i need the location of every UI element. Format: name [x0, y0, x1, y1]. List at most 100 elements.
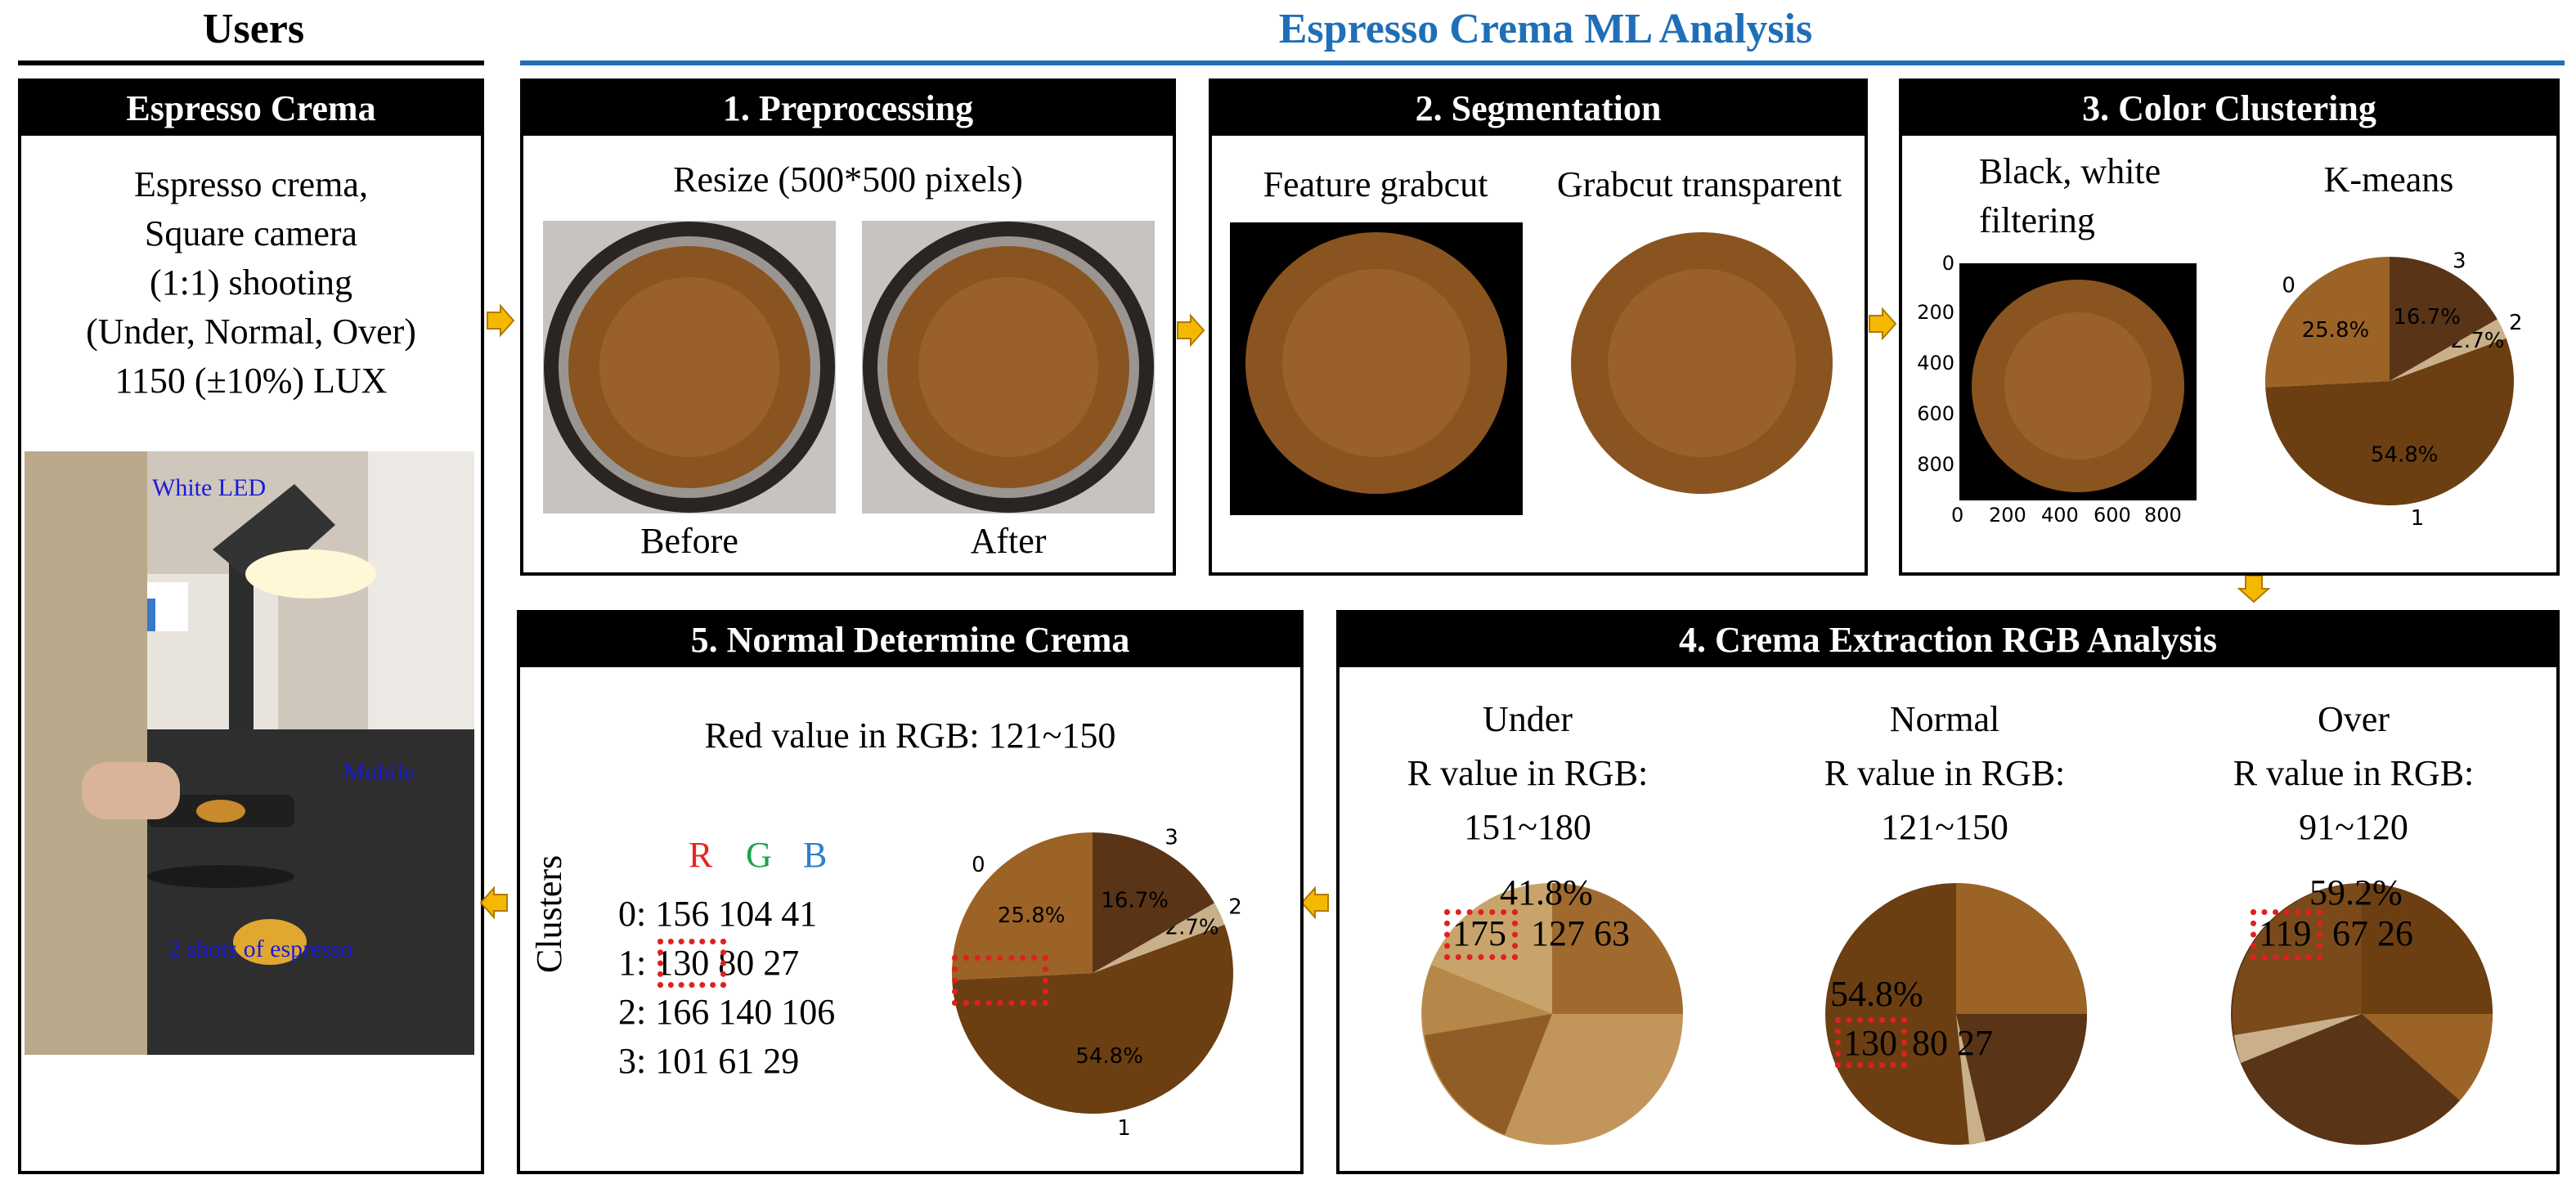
clustering-title: 3. Color Clustering: [1902, 82, 2556, 136]
pie-category-label-2: 2: [2509, 311, 2523, 335]
y-tick-0: 0: [1941, 252, 1954, 275]
over-pct: 59.2%: [2309, 872, 2403, 913]
pie-slice-3: [2390, 257, 2497, 381]
x-tick-3: 600: [2094, 504, 2131, 527]
users-header-rule: [18, 61, 484, 65]
users-line-2: Square camera: [144, 213, 358, 253]
after-image: [862, 221, 1155, 514]
shots-label: 2 shots of espresso: [168, 935, 353, 962]
users-line-1: Espresso crema,: [134, 164, 368, 204]
ml-header-rule: [520, 61, 2565, 65]
cluster-row-2: 2: 166 140 106: [618, 992, 836, 1032]
rgb-analysis-title: 4. Crema Extraction RGB Analysis: [1340, 613, 2556, 667]
x-tick-0: 0: [1951, 504, 1964, 527]
pie-slice-3: [1093, 832, 1215, 973]
filter-label-line-2: filtering: [1979, 200, 2095, 240]
pie-slice-0: [952, 832, 1093, 980]
normal-line1: R value in RGB:: [1824, 753, 2066, 793]
kmeans-pie-chart: 25.8%054.8%12.7%216.7%3: [2265, 249, 2523, 531]
users-header: Users: [202, 6, 305, 52]
clusters-axis-label: Clusters: [529, 854, 569, 973]
y-tick-4: 800: [1917, 453, 1954, 476]
users-line-3: (1:1) shooting: [149, 262, 353, 303]
pie-category-label-0: 0: [2282, 274, 2296, 298]
pie-slice-2: [2390, 319, 2506, 381]
after-label: After: [970, 521, 1047, 561]
arrow-right-2-icon: [1177, 314, 1205, 347]
over-range: 91~120: [2299, 807, 2408, 847]
red-value-line: Red value in RGB: 121~150: [704, 715, 1116, 756]
arrow-left-2-icon: [479, 886, 508, 919]
preprocessing-panel: 1. Preprocessing Resize (500*500 pixels)…: [520, 78, 1176, 576]
normal-pct: 54.8%: [1830, 974, 1923, 1014]
pie-category-label-2: 2: [1228, 895, 1242, 920]
preprocessing-title: 1. Preprocessing: [523, 82, 1173, 136]
normal-pie: [1825, 883, 2087, 1145]
over-rgb-r: 119: [2259, 913, 2312, 953]
x-tick-4: 800: [2144, 504, 2182, 527]
pie-slice-2: [1093, 903, 1225, 973]
arrow-down-icon: [2237, 575, 2270, 603]
over-pie: [2231, 883, 2493, 1145]
before-image: [543, 221, 836, 514]
determine-pie-chart: 25.8%054.8%12.7%216.7%3: [952, 825, 1242, 1141]
pie-pct-label-3: 16.7%: [2393, 305, 2461, 330]
pie-slice-1: [952, 924, 1233, 1114]
pie-category-label-3: 3: [2453, 249, 2466, 274]
under-name: Under: [1483, 699, 1573, 739]
white-led-label: White LED: [152, 474, 267, 501]
pie-category-label-1: 1: [2411, 506, 2425, 531]
feature-grabcut-image: [1230, 222, 1523, 515]
ml-analysis-header: Espresso Crema ML Analysis: [1278, 6, 1813, 52]
pie-pct-label-3: 16.7%: [1101, 889, 1169, 913]
rgb-analysis-panel: 4. Crema Extraction RGB Analysis Under R…: [1336, 610, 2560, 1174]
determine-panel: 5. Normal Determine Crema Red value in R…: [517, 610, 1304, 1174]
arrow-right-1-icon: [487, 304, 515, 337]
highlight-box-over: [2251, 909, 2322, 960]
users-panel: Espresso Crema Espresso crema, Square ca…: [18, 78, 484, 1174]
pie-slice-1: [2265, 338, 2514, 505]
segmentation-title: 2. Segmentation: [1212, 82, 1865, 136]
filtered-image-plot: [1959, 263, 2197, 500]
highlight-box-pie-54: [952, 955, 1048, 1006]
under-pie: [1421, 883, 1683, 1145]
rgb-header-r: R: [689, 835, 713, 875]
feature-grabcut-label: Feature grabcut: [1263, 164, 1488, 204]
clustering-panel: 3. Color Clustering Black, white filteri…: [1899, 78, 2560, 576]
pie-category-label-3: 3: [1165, 825, 1178, 850]
before-label: Before: [640, 521, 738, 561]
y-tick-1: 200: [1917, 301, 1954, 324]
over-name: Over: [2318, 699, 2390, 739]
filter-label-line-1: Black, white: [1978, 151, 2161, 191]
rgb-header-g: G: [746, 835, 772, 875]
over-rgb-gb: 67 26: [2332, 913, 2413, 953]
pie-pct-label-1: 54.8%: [2371, 442, 2439, 467]
under-rgb-gb: 127 63: [1531, 913, 1630, 953]
normal-range: 121~150: [1881, 807, 2008, 847]
users-line-4: (Under, Normal, Over): [86, 312, 416, 352]
y-tick-2: 400: [1917, 352, 1954, 374]
pie-pct-label-0: 25.8%: [2302, 318, 2370, 343]
over-line1: R value in RGB:: [2233, 753, 2475, 793]
pie-pct-label-1: 54.8%: [1075, 1044, 1143, 1069]
x-tick-1: 200: [1989, 504, 2026, 527]
pie-category-label-0: 0: [972, 853, 985, 877]
grabcut-transparent-label: Grabcut transparent: [1556, 164, 1842, 204]
highlight-box-cluster-1: [657, 939, 726, 988]
pie-category-label-1: 1: [1117, 1116, 1131, 1141]
under-pct: 41.8%: [1500, 872, 1593, 913]
x-tick-2: 400: [2041, 504, 2079, 527]
highlight-box-under: [1444, 909, 1518, 960]
cluster-row-3: 3: 101 61 29: [618, 1041, 800, 1081]
normal-rgb-r: 130: [1843, 1023, 1897, 1063]
preprocessing-subtitle: Resize (500*500 pixels): [673, 159, 1023, 200]
grabcut-transparent-image: [1555, 222, 1848, 515]
users-line-5: 1150 (±10%) LUX: [114, 361, 388, 401]
normal-name: Normal: [1889, 699, 2000, 739]
highlight-box-normal: [1835, 1017, 1907, 1068]
pie-slice-0: [2265, 257, 2390, 388]
y-tick-3: 600: [1917, 402, 1954, 425]
setup-photo: [25, 451, 474, 1055]
determine-title: 5. Normal Determine Crema: [520, 613, 1300, 667]
cluster-row-1: 1: 130 80 27: [618, 943, 800, 983]
